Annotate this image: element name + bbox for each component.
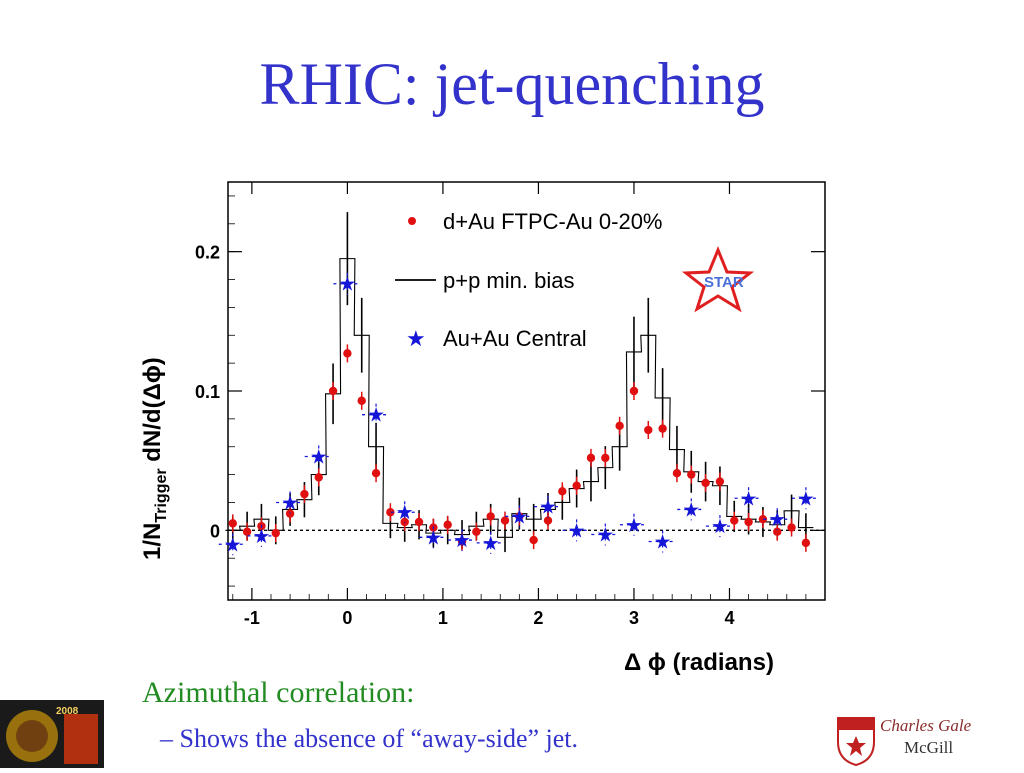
slide-subtitle: Azimuthal correlation: bbox=[142, 676, 415, 709]
auau-point: ★ bbox=[338, 272, 356, 296]
auau-point: ★ bbox=[654, 529, 672, 553]
auau-point: ★ bbox=[424, 525, 442, 549]
auau-point: ★ bbox=[797, 486, 815, 510]
star-badge-text: STAR bbox=[704, 274, 744, 291]
dau-point bbox=[300, 489, 309, 499]
dau-point bbox=[615, 421, 624, 431]
y-axis-label: 1/NTrigger dN/d(Δϕ) bbox=[139, 357, 170, 560]
mcgill-crest-icon bbox=[837, 717, 875, 766]
x-tick-label: 4 bbox=[724, 608, 734, 628]
dau-point bbox=[629, 386, 639, 396]
dau-point bbox=[601, 453, 610, 463]
auau-point: ★ bbox=[367, 403, 385, 427]
x-tick-label: -1 bbox=[244, 608, 260, 628]
svg-text:2008: 2008 bbox=[56, 706, 79, 717]
credit-institution: McGill bbox=[904, 738, 954, 757]
y-tick-label: 0.2 bbox=[195, 243, 220, 263]
dau-point bbox=[801, 538, 811, 548]
dau-point bbox=[285, 509, 295, 518]
auau-point: ★ bbox=[682, 497, 700, 521]
tick-layer: -1 0 1 2 3 4 0 0.1 0.2 bbox=[195, 182, 825, 628]
credit-author: Charles Gale bbox=[880, 716, 972, 735]
dau-point bbox=[357, 396, 366, 405]
dau-point bbox=[343, 349, 352, 358]
dau-point bbox=[271, 528, 280, 538]
auau-point: ★ bbox=[539, 495, 557, 519]
auau-point: ★ bbox=[740, 486, 758, 510]
dau-point bbox=[558, 487, 567, 496]
dau-point bbox=[400, 517, 409, 527]
legend-pp-label: p+p min. bias bbox=[443, 268, 574, 293]
legend: d+Au FTPC-Au 0-20% p+p min. bias ★ Au+Au… bbox=[395, 209, 662, 352]
dau-point bbox=[715, 477, 725, 486]
x-tick-label: 1 bbox=[438, 608, 448, 628]
legend-auau-label: Au+Au Central bbox=[443, 326, 587, 351]
auau-point: ★ bbox=[310, 444, 328, 468]
x-tick-label: 0 bbox=[342, 608, 352, 628]
dau-point bbox=[386, 508, 395, 517]
dau-point bbox=[787, 523, 796, 532]
dau-point bbox=[443, 520, 452, 529]
dau-point bbox=[457, 537, 467, 546]
dau-point bbox=[687, 470, 696, 479]
dau-point bbox=[758, 514, 768, 524]
auau-point: ★ bbox=[281, 490, 299, 514]
pp-histogram-layer bbox=[225, 212, 814, 553]
chart-container: -1 0 1 2 3 4 0 0.1 0.2 ★ ★ ★ ★ ★ ★ ★ ★ ★ ★ ★ ★ ★ ★ ★ ★ ★ ★ ★ ★ ★ d+A… bbox=[130, 170, 850, 690]
star-badge-outline bbox=[681, 246, 755, 313]
x-axis-label: Δ ϕ (radians) bbox=[624, 649, 774, 676]
bullet-point: – Shows the absence of “away-side” jet. bbox=[160, 724, 579, 753]
dau-point bbox=[644, 425, 653, 435]
dau-point bbox=[730, 516, 739, 525]
dau-point bbox=[242, 527, 252, 536]
series-layer: ★ ★ ★ ★ ★ ★ ★ ★ ★ ★ ★ ★ ★ ★ ★ ★ ★ ★ ★ ★ ★ bbox=[218, 272, 820, 556]
conference-logo-graphic: 2008 bbox=[0, 700, 104, 768]
star-badge: STAR bbox=[681, 246, 755, 313]
dau-point bbox=[543, 516, 553, 525]
dau-point bbox=[572, 481, 581, 490]
dau-point bbox=[672, 469, 682, 478]
dau-point bbox=[486, 512, 495, 521]
legend-dau-marker bbox=[408, 217, 416, 225]
x-tick-label: 3 bbox=[629, 608, 639, 628]
plot-frame bbox=[227, 181, 826, 601]
auau-point: ★ bbox=[396, 500, 414, 524]
dau-point bbox=[658, 424, 667, 433]
auau-point: ★ bbox=[510, 504, 528, 528]
dau-point bbox=[228, 519, 237, 528]
auau-point: ★ bbox=[453, 528, 471, 552]
slide-title: RHIC: jet-quenching bbox=[259, 51, 765, 117]
dau-point bbox=[529, 535, 538, 545]
dau-point bbox=[500, 516, 510, 525]
legend-auau-marker: ★ bbox=[406, 327, 426, 352]
auau-point: ★ bbox=[768, 507, 786, 531]
dau-point bbox=[472, 527, 481, 536]
auau-point: ★ bbox=[596, 523, 614, 547]
chart: -1 0 1 2 3 4 0 0.1 0.2 ★ ★ ★ ★ ★ ★ ★ ★ ★ ★ ★ ★ ★ ★ ★ ★ ★ ★ ★ ★ ★ d+A… bbox=[139, 181, 826, 676]
legend-dau-label: d+Au FTPC-Au 0-20% bbox=[443, 209, 662, 234]
conference-logo: 2008 bbox=[0, 700, 104, 768]
auau-point: ★ bbox=[568, 518, 586, 542]
auau-point: ★ bbox=[625, 513, 643, 537]
x-tick-label: 2 bbox=[533, 608, 543, 628]
dau-point bbox=[314, 473, 323, 482]
auau-point: ★ bbox=[711, 514, 729, 538]
auau-point: ★ bbox=[224, 532, 242, 556]
dau-point bbox=[701, 478, 710, 488]
dau-point bbox=[414, 517, 424, 527]
dau-point bbox=[773, 527, 782, 536]
auau-point: ★ bbox=[252, 524, 270, 548]
dau-point bbox=[744, 517, 753, 527]
dau-point bbox=[586, 453, 596, 463]
dau-point bbox=[371, 469, 381, 478]
y-tick-label: 0 bbox=[210, 521, 220, 541]
dau-point bbox=[328, 386, 338, 396]
auau-point: ★ bbox=[482, 531, 500, 555]
y-tick-label: 0.1 bbox=[195, 382, 220, 402]
